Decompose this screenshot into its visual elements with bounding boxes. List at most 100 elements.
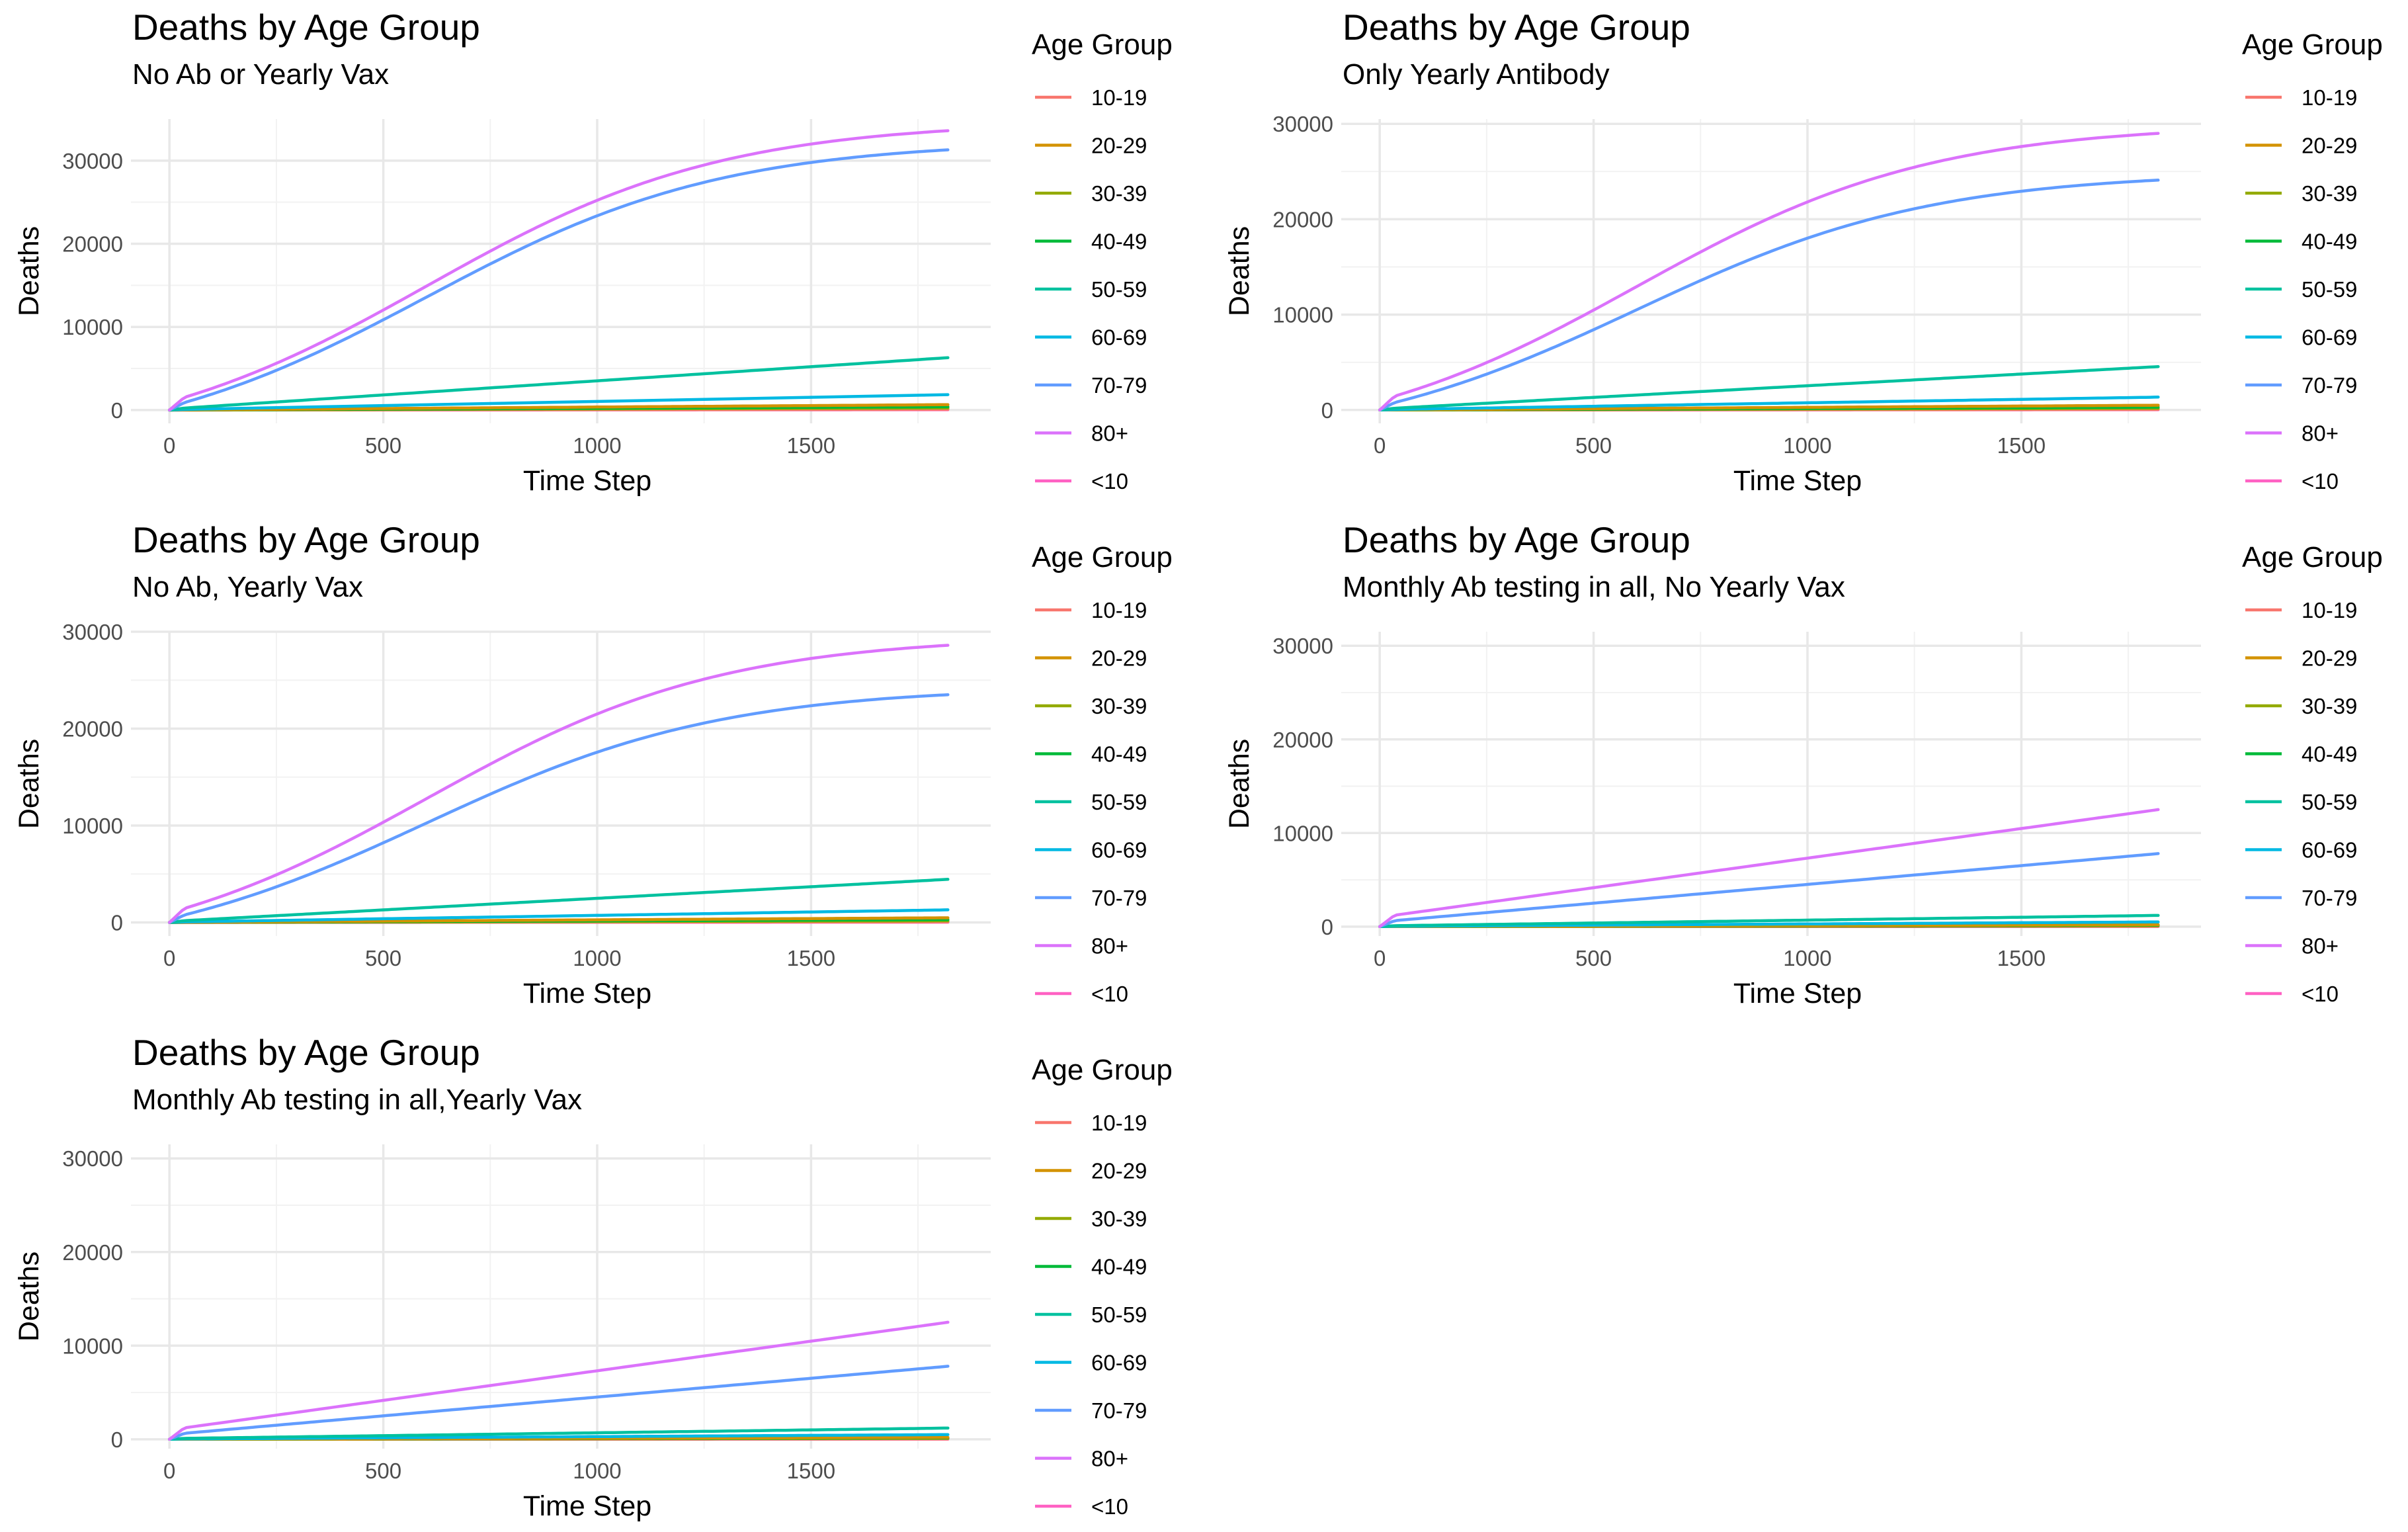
- y-tick-label: 20000: [1272, 728, 1333, 752]
- legend: Age Group 10-19 20-29 30-39 40-49 50-59 60-69 7…: [2242, 28, 2383, 493]
- x-tick-label: 0: [1374, 433, 1386, 458]
- y-axis-title: Deaths: [1224, 226, 1255, 316]
- x-axis-title: Time Step: [1733, 465, 1862, 497]
- x-axis-title: Time Step: [523, 978, 651, 1009]
- y-tick-label: 10000: [62, 814, 123, 838]
- y-tick-label: 0: [111, 398, 123, 423]
- legend-entry-label: 20-29: [1091, 1159, 1147, 1183]
- series-lines: [167, 129, 950, 412]
- y-tick-label: 0: [111, 910, 123, 935]
- x-tick-label: 500: [365, 946, 401, 970]
- legend-entry-label: 60-69: [2302, 838, 2357, 863]
- legend-entry-label: <10: [2302, 982, 2339, 1006]
- legend-entry-label: 40-49: [1091, 742, 1147, 767]
- x-axis-title: Time Step: [1733, 978, 1862, 1009]
- series-line-2029: [1378, 404, 2160, 412]
- y-tick-label: 20000: [62, 1240, 123, 1265]
- legend-entry-label: 50-59: [1091, 790, 1147, 814]
- chart-title: Deaths by Age Group: [132, 519, 480, 560]
- x-axis-title: Time Step: [523, 1490, 651, 1522]
- y-tick-label: 30000: [1272, 112, 1333, 136]
- y-tick-label: 10000: [62, 1334, 123, 1358]
- legend-entry-label: 80+: [2302, 934, 2339, 958]
- chart-subtitle: Monthly Ab testing in all, No Yearly Vax: [1343, 571, 1845, 603]
- series-line-80: [167, 1320, 950, 1441]
- legend-entry-label: 30-39: [2302, 694, 2357, 718]
- series-line-7079: [1378, 179, 2160, 412]
- legend-entry-label: 70-79: [1091, 373, 1147, 398]
- x-tick-label: 0: [163, 946, 175, 970]
- legend-entry-label: 80+: [1091, 934, 1128, 958]
- legend: Age Group 10-19 20-29 30-39 40-49 50-59 60-69 7…: [2242, 541, 2383, 1006]
- x-tick-label: 1000: [573, 433, 621, 458]
- chart-subtitle: No Ab or Yearly Vax: [132, 58, 389, 91]
- legend-entry-label: 40-49: [1091, 1255, 1147, 1279]
- legend-entry-label: 50-59: [2302, 277, 2357, 302]
- grid: [131, 1144, 991, 1449]
- y-axis-title: Deaths: [13, 739, 45, 829]
- legend-entry-label: 10-19: [2302, 598, 2357, 622]
- x-tick-label: 0: [1374, 946, 1386, 970]
- series-line-5059: [1378, 364, 2160, 412]
- series-lines: [1378, 132, 2160, 412]
- legend-entry-label: 20-29: [2302, 134, 2357, 158]
- y-tick-label: 20000: [1272, 207, 1333, 232]
- chart-panel-3: 0 500 1000 1500 0 10000 20000 30000 Time Step Dea…: [13, 519, 1173, 1009]
- legend-title: Age Group: [1032, 541, 1173, 574]
- chart-title: Deaths by Age Group: [132, 7, 480, 48]
- series-line-5059: [167, 356, 950, 412]
- y-tick-label: 0: [1321, 398, 1333, 423]
- x-tick-label: 500: [365, 433, 401, 458]
- legend-entry-label: 60-69: [2302, 325, 2357, 350]
- legend-title: Age Group: [1032, 1054, 1173, 1086]
- y-tick-label: 30000: [1272, 634, 1333, 658]
- grid: [131, 630, 991, 936]
- series-line-80: [167, 129, 950, 412]
- y-tick-label: 10000: [62, 315, 123, 339]
- chart-panel-2: 0 500 1000 1500 0 10000 20000 30000 Time Step Dea…: [1224, 7, 2383, 497]
- x-axis-title: Time Step: [523, 465, 651, 497]
- legend-entry-label: 20-29: [1091, 134, 1147, 158]
- chart-title: Deaths by Age Group: [1343, 7, 1690, 48]
- series-line-2029: [167, 403, 950, 412]
- x-tick-label: 0: [163, 433, 175, 458]
- legend-entry-label: 80+: [2302, 421, 2339, 446]
- series-line-7079: [167, 148, 950, 412]
- legend-entry-label: 70-79: [2302, 886, 2357, 910]
- x-tick-label: 1500: [787, 1459, 835, 1483]
- legend-entry-label: 30-39: [1091, 1207, 1147, 1231]
- x-tick-label: 1500: [1997, 433, 2046, 458]
- x-tick-label: 1500: [787, 433, 835, 458]
- legend-entry-label: 10-19: [1091, 598, 1147, 622]
- series-line-7079: [167, 693, 950, 924]
- series-line-5059: [167, 1426, 950, 1441]
- legend-entry-label: 70-79: [2302, 373, 2357, 398]
- x-tick-label: 1000: [1783, 433, 1831, 458]
- x-tick-label: 0: [163, 1459, 175, 1483]
- legend-entry-label: 40-49: [2302, 742, 2357, 767]
- chart-panel-4: 0 500 1000 1500 0 10000 20000 30000 Time Step Dea…: [1224, 519, 2383, 1009]
- series-line-7079: [167, 1365, 950, 1441]
- chart-title: Deaths by Age Group: [1343, 519, 1690, 560]
- series-lines: [167, 644, 950, 924]
- x-tick-label: 1500: [787, 946, 835, 970]
- legend-entry-label: <10: [1091, 469, 1128, 493]
- x-tick-label: 500: [365, 1459, 401, 1483]
- x-tick-label: 1000: [1783, 946, 1831, 970]
- y-tick-label: 20000: [62, 716, 123, 741]
- legend-entry-label: <10: [1091, 1494, 1128, 1519]
- legend-entry-label: 20-29: [2302, 646, 2357, 671]
- series-line-80: [1378, 808, 2160, 929]
- x-tick-label: 1000: [573, 1459, 621, 1483]
- legend: Age Group 10-19 20-29 30-39 40-49 50-59 60-69 7…: [1032, 541, 1173, 1006]
- series-line-5059: [1378, 914, 2160, 929]
- x-tick-label: 500: [1575, 433, 1612, 458]
- y-tick-label: 30000: [62, 1146, 123, 1171]
- chart-panel-1: 0 500 1000 1500 0 10000 20000 30000 Time Step Dea…: [13, 7, 1173, 497]
- legend-title: Age Group: [2242, 28, 2383, 61]
- series-line-6069: [167, 908, 950, 924]
- chart-panel-5: 0 500 1000 1500 0 10000 20000 30000 Time Step Dea…: [13, 1032, 1173, 1522]
- legend-entry-label: 70-79: [1091, 1398, 1147, 1423]
- series-line-6069: [167, 393, 950, 412]
